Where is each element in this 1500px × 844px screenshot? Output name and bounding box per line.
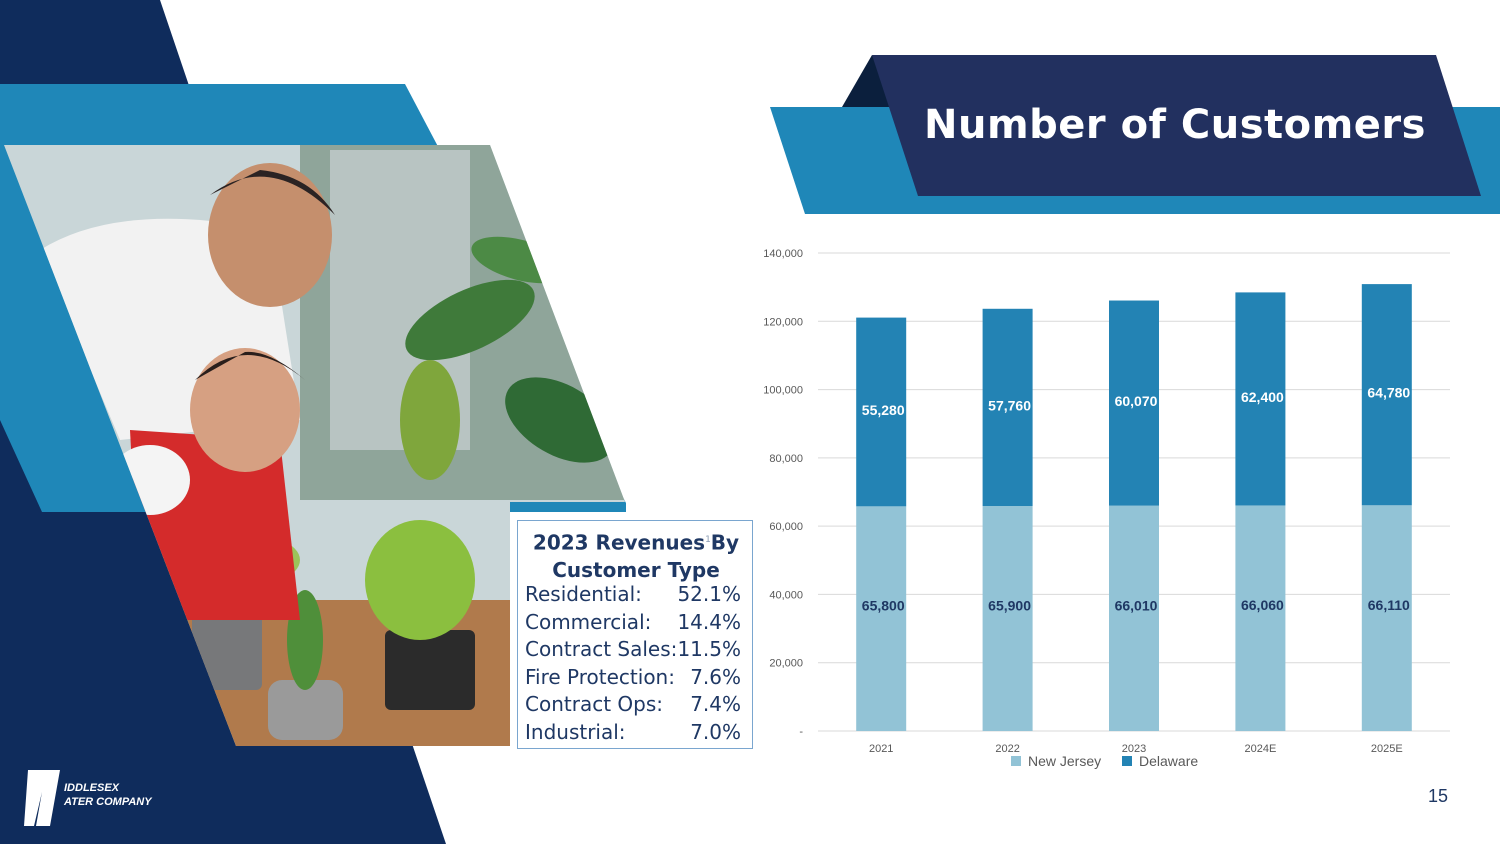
data-label-new-jersey: 66,110	[1368, 597, 1410, 613]
page-title: Number of Customers	[924, 102, 1426, 148]
logo-text-line1: IDDLESEX	[64, 782, 120, 794]
revenue-row: Industrial: 7.0%	[525, 719, 741, 746]
y-tick-label: 20,000	[769, 658, 803, 670]
customers-chart: - 20,000 40,000 60,000 80,000 100,000 120,000 1…	[763, 248, 1450, 769]
revenue-row-label: Contract Sales:	[525, 637, 678, 661]
data-label-delaware: 60,070	[1115, 393, 1158, 409]
revenue-row: Residential: 52.1%	[525, 581, 741, 608]
bar-delaware	[982, 308, 1033, 506]
y-tick-label: 100,000	[763, 385, 803, 397]
revenue-row-value: 14.4%	[677, 610, 741, 634]
revenue-row-label: Commercial:	[525, 610, 652, 634]
company-logo-icon	[24, 770, 60, 826]
revenues-title-by: By	[710, 530, 740, 555]
y-tick-label: 80,000	[769, 453, 803, 465]
revenue-row: Contract Sales: 11.5%	[525, 636, 741, 663]
revenue-row-label: Fire Protection:	[525, 665, 675, 689]
bar-delaware	[1109, 300, 1159, 506]
revenue-row-label: Residential:	[525, 582, 642, 606]
data-label-delaware: 62,400	[1241, 389, 1284, 405]
x-tick-label: 2024E	[1244, 743, 1276, 755]
revenue-row: Commercial: 14.4%	[525, 609, 741, 636]
bar-new-jersey	[856, 506, 907, 731]
x-tick-label: 2022	[995, 743, 1019, 755]
data-label-new-jersey: 66,060	[1241, 597, 1284, 613]
bar-new-jersey	[1109, 505, 1159, 731]
bar-new-jersey	[1361, 505, 1412, 731]
revenue-row-value: 7.0%	[690, 720, 741, 744]
revenues-title-line2: Customer Type	[552, 557, 720, 582]
x-tick-label: 2023	[1122, 743, 1146, 755]
bar-new-jersey	[982, 505, 1033, 731]
bar-delaware	[856, 317, 907, 507]
revenue-row: Fire Protection: 7.6%	[525, 664, 741, 691]
logo-text-line2: ATER COMPANY	[64, 796, 152, 808]
bar-delaware	[1235, 292, 1286, 506]
revenues-title-line1: 2023 Revenues	[532, 530, 706, 555]
title-banner	[872, 55, 1481, 196]
bar-delaware	[1361, 284, 1412, 506]
legend-label-new-jersey: New Jersey	[1028, 753, 1101, 769]
x-tick-label: 2025E	[1371, 743, 1403, 755]
revenue-row: Contract Ops: 7.4%	[525, 691, 741, 718]
revenues-box: 2023 Revenues1By Customer Type Residenti…	[517, 520, 753, 749]
revenue-row-value: 7.6%	[690, 665, 741, 689]
y-tick-label: 140,000	[763, 248, 803, 260]
data-label-new-jersey: 65,900	[988, 597, 1031, 613]
data-label-delaware: 64,780	[1367, 385, 1410, 401]
revenue-row-value: 7.4%	[690, 692, 741, 716]
legend-label-delaware: Delaware	[1139, 753, 1198, 769]
revenues-title: 2023 Revenues1By Customer Type	[518, 527, 754, 584]
bar-new-jersey	[1235, 505, 1286, 731]
page-number: 15	[1427, 786, 1449, 806]
revenue-row-label: Contract Ops:	[525, 692, 663, 716]
data-label-new-jersey: 66,010	[1115, 597, 1158, 613]
y-tick-label: 40,000	[769, 589, 803, 601]
data-label-delaware: 57,760	[988, 397, 1031, 413]
y-tick-label: 120,000	[763, 316, 803, 328]
y-tick-label: 60,000	[769, 521, 803, 533]
revenue-row-value: 11.5%	[677, 637, 741, 661]
legend-swatch-new-jersey	[1011, 756, 1021, 766]
legend-swatch-delaware	[1122, 756, 1132, 766]
x-tick-label: 2021	[869, 743, 893, 755]
data-label-new-jersey: 65,800	[862, 598, 905, 614]
footnote-mark: 1	[705, 535, 711, 545]
revenue-row-label: Industrial:	[525, 720, 626, 744]
y-tick-label: -	[799, 726, 803, 738]
data-label-delaware: 55,280	[862, 402, 905, 418]
revenue-row-value: 52.1%	[677, 582, 741, 606]
